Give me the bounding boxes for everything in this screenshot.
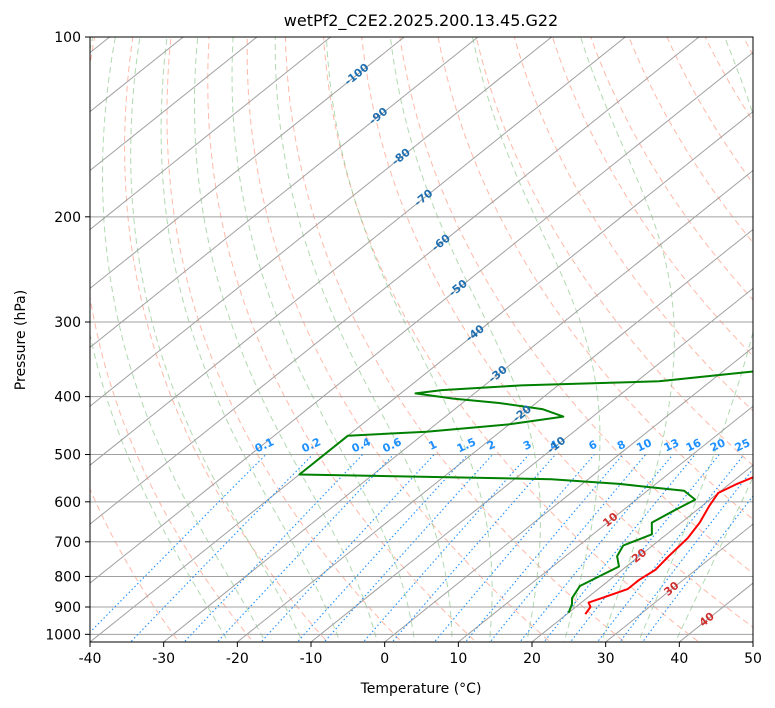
y-tick-label: 400 (54, 390, 81, 406)
sounding-series (298, 370, 753, 615)
mixing-ratio-line (569, 454, 720, 642)
isotherm (90, 52, 753, 584)
mixing-ratio-line (391, 454, 556, 642)
moist-adiabat (637, 37, 753, 642)
y-tick-label: 800 (54, 569, 81, 585)
dewpoint-profile (298, 370, 753, 614)
y-tick-label: 100 (54, 30, 81, 46)
isotherm (458, 405, 753, 642)
x-tick-label: -20 (226, 651, 249, 667)
mixing-ratio-line (596, 454, 745, 642)
chart-title: wetPf2_C2E2.2025.200.13.45.G22 (284, 11, 558, 31)
x-tick-label: -30 (152, 651, 175, 667)
moist-adiabat (674, 476, 753, 642)
moist-adiabat (274, 37, 453, 642)
mixing-ratio-label: 13 (662, 436, 681, 454)
pressure-gridlines (90, 37, 753, 635)
y-tick-label: 700 (54, 535, 81, 551)
isotherm (163, 169, 753, 642)
isotherm (605, 523, 753, 642)
x-tick-label: 40 (670, 651, 688, 667)
mixing-ratio-line (489, 454, 647, 642)
mixing-ratio-line (90, 454, 267, 634)
dry-adiabat (124, 37, 329, 642)
y-tick-label: 1000 (45, 627, 81, 643)
moist-adiabat (130, 37, 304, 642)
mixing-ratio-label: 20 (708, 436, 728, 454)
mixing-ratio-line (362, 454, 530, 642)
dry-adiabat (513, 37, 753, 412)
x-tick-label: 30 (597, 651, 615, 667)
y-tick-label: 900 (54, 600, 81, 616)
x-tick-label: -10 (300, 651, 323, 667)
y-tick-label: 600 (54, 495, 81, 511)
mixing-ratio-line (296, 454, 469, 642)
mixing-ratio-line (519, 454, 674, 642)
x-tick-label: 50 (744, 651, 762, 667)
x-tick-label: 20 (523, 651, 541, 667)
isotherm (237, 228, 753, 642)
moist-adiabats (90, 37, 753, 642)
mixing-ratio-line (129, 454, 314, 642)
axes: -40 -30 -20 -10 0 10 20 30 40 50 100 200 300 400 500 60… (45, 30, 762, 667)
isotherm (90, 37, 258, 172)
x-tick-label: 10 (449, 651, 467, 667)
mixing-ratio-label: 10 (634, 436, 654, 454)
plot-area: 0.10.20.40.611.52346810131620253036-100-… (90, 37, 753, 642)
mixing-ratio-line (323, 454, 494, 642)
isotherms (90, 37, 753, 642)
mixing-ratio-label: 16 (684, 436, 704, 454)
dry-adiabat (246, 37, 552, 642)
mixing-ratio-label: 25 (733, 436, 752, 454)
y-tick-label: 200 (54, 210, 81, 226)
y-axis-title: Pressure (hPa) (13, 290, 29, 390)
isotherm (90, 37, 405, 290)
mixing-ratio-line (543, 454, 696, 642)
dry-adiabat (90, 37, 254, 642)
moist-adiabat (194, 37, 378, 642)
isotherm (90, 37, 331, 231)
dry-adiabat (437, 37, 753, 521)
isotherm (310, 287, 753, 642)
dry-adiabat (399, 37, 753, 574)
x-axis-title: Temperature (°C) (360, 681, 482, 697)
y-tick-label: 500 (54, 448, 81, 464)
moist-adiabat (231, 37, 416, 642)
mixing-ratio-line (260, 454, 435, 642)
isotherm (90, 37, 626, 466)
y-tick-label: 300 (54, 315, 81, 331)
mixing-ratio-lines (90, 454, 753, 642)
x-tick-label: 0 (380, 651, 389, 667)
mixing-ratio-line (216, 454, 394, 642)
isotherm (90, 110, 753, 642)
mixing-ratio-line (183, 454, 364, 642)
isotherm (90, 37, 700, 525)
temperature-profile (584, 476, 753, 615)
moist-adiabat (472, 37, 601, 642)
dry-adiabat (207, 37, 477, 642)
plot-frame (89, 36, 754, 643)
dry-adiabat (166, 37, 403, 642)
moist-adiabat (325, 37, 493, 642)
dry-adiabat (323, 37, 700, 642)
isotherm (90, 37, 552, 407)
moist-adiabat (580, 37, 675, 642)
moist-adiabat (160, 37, 341, 642)
isotherm (90, 37, 479, 348)
x-tick-label: -40 (79, 651, 102, 667)
moist-adiabat (389, 37, 541, 642)
isotherm (531, 464, 753, 642)
isotherm (384, 346, 753, 642)
dry-adiabat (475, 37, 753, 466)
